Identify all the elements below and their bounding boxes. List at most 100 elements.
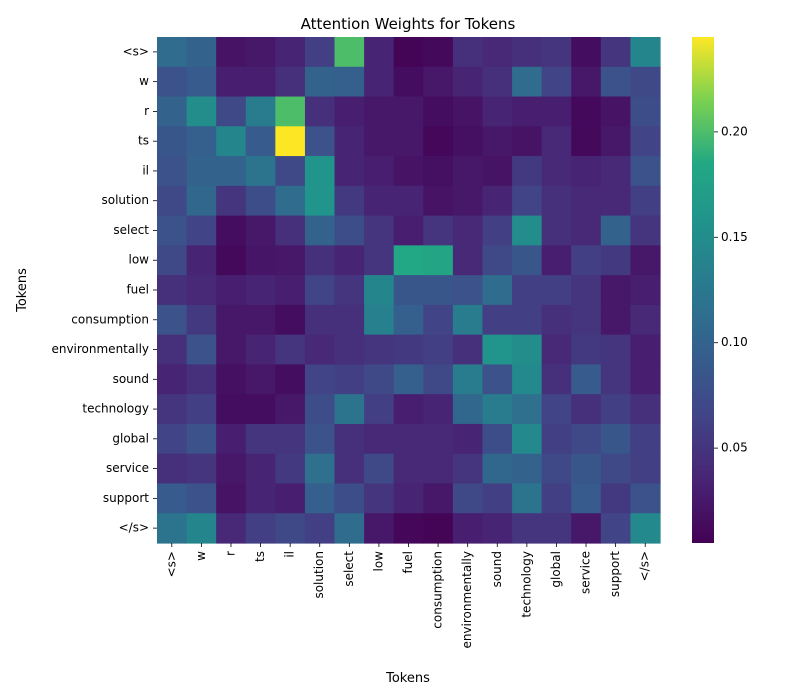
heatmap-cell [630,245,661,276]
heatmap-cell [541,334,572,366]
heatmap-cell [630,453,661,485]
heatmap-cell [304,483,336,514]
heatmap-cell [423,275,454,306]
heatmap-cell [600,275,632,306]
x-tick-label: sound [490,551,504,587]
heatmap-cell [541,453,572,485]
heatmap-cell [630,304,661,336]
heatmap-cell [452,96,484,127]
heatmap-cell [541,66,572,98]
heatmap-cell [304,185,336,217]
heatmap-cell [157,126,188,157]
heatmap-cells [157,37,661,544]
x-axis-label: Tokens [385,671,430,686]
heatmap-cell [571,364,602,395]
heatmap-cell [423,453,454,485]
heatmap-cell [275,96,306,127]
heatmap-cell [157,483,188,514]
heatmap-cell [245,364,276,395]
heatmap-cell [482,423,513,455]
heatmap-cell [216,513,247,544]
colorbar-tick-label: 0.10 [721,335,748,349]
heatmap-cell [245,483,276,514]
heatmap-cell [630,394,661,425]
heatmap-cell [482,513,513,544]
x-tick-label: environmentally [460,551,474,649]
heatmap-cell [482,156,513,187]
x-tick-label: </s> [638,551,652,581]
x-tick-label: fuel [401,551,415,574]
heatmap-cell [630,334,661,366]
heatmap-cell [216,483,247,514]
heatmap-cell [304,334,336,366]
heatmap-cell [512,126,543,157]
heatmap-cell [452,275,484,306]
heatmap-cell [512,96,543,127]
heatmap-cell [216,245,247,276]
y-tick-label: ts [138,134,149,148]
heatmap-cell [157,37,188,68]
heatmap-cell [393,304,424,336]
heatmap-cell [216,185,247,217]
heatmap-cell [186,275,217,306]
heatmap-cell [157,394,188,425]
heatmap-cell [275,423,306,455]
heatmap-cell [393,483,424,514]
heatmap-cell [541,364,572,395]
heatmap-cell [600,66,632,98]
heatmap-cell [571,96,602,127]
heatmap-cell [186,423,217,455]
heatmap-cell [512,334,543,366]
heatmap-cell [452,423,484,455]
y-axis-ticks: <s> w r ts il solution select low fuel consumptio… [51,44,157,535]
heatmap-cell [364,334,395,366]
heatmap-cell [630,37,661,68]
heatmap-cell [334,126,365,157]
heatmap-cell [304,156,336,187]
heatmap-cell [393,96,424,127]
heatmap-cell [482,483,513,514]
heatmap-cell [275,66,306,98]
heatmap-cell [334,423,365,455]
x-tick-label: r [223,551,237,556]
heatmap-cell [304,215,336,246]
heatmap-cell [275,334,306,366]
heatmap-cell [393,334,424,366]
heatmap-cell [157,96,188,127]
heatmap-cell [245,185,276,217]
heatmap-cell [630,185,661,217]
heatmap-cell [186,245,217,276]
heatmap-cell [245,513,276,544]
heatmap-cell [630,96,661,127]
heatmap-cell [541,96,572,127]
heatmap-cell [304,453,336,485]
heatmap-cell [157,423,188,455]
heatmap-cell [245,334,276,366]
heatmap-cell [541,513,572,544]
heatmap-cell [304,304,336,336]
heatmap-cell [600,334,632,366]
chart-title: Attention Weights for Tokens [301,15,516,33]
heatmap-cell [452,394,484,425]
colorbar [692,37,714,543]
heatmap-cell [452,304,484,336]
heatmap-cell [245,156,276,187]
heatmap-cell [571,483,602,514]
heatmap-cell [393,453,424,485]
heatmap-cell [393,156,424,187]
heatmap-cell [452,185,484,217]
heatmap-cell [512,304,543,336]
heatmap-cell [452,215,484,246]
heatmap-cell [571,334,602,366]
heatmap-cell [364,156,395,187]
heatmap-cell [216,364,247,395]
heatmap-cell [304,394,336,425]
heatmap-cell [186,37,217,68]
heatmap-cell [245,66,276,98]
heatmap-cell [157,66,188,98]
heatmap-cell [275,513,306,544]
heatmap-cell [304,126,336,157]
heatmap-cell [364,364,395,395]
heatmap-cell [275,483,306,514]
